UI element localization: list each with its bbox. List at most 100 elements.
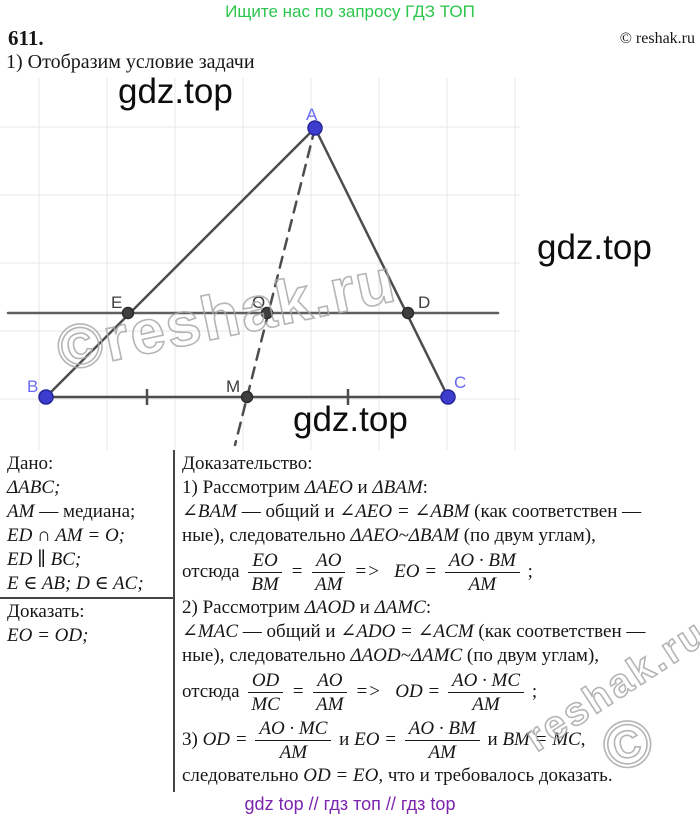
text-run: 1) Рассмотрим (182, 477, 305, 498)
point-label-C: C (454, 373, 466, 392)
math-expression: => OD = (350, 681, 445, 702)
proof-title: Доказательство: (182, 453, 313, 474)
segment-AB (44, 126, 317, 399)
math-expression: ΔAEO (304, 477, 353, 498)
text-run: ; (522, 561, 533, 582)
point-M (240, 390, 254, 404)
fraction: EO BM (247, 550, 282, 595)
fraction: AO · BM AM (444, 550, 520, 595)
point-D (401, 306, 415, 320)
proof-column: Доказательство: 1) Рассмотрим ΔAEO и ΔBA… (182, 452, 696, 788)
given-lines: ΔABC; AM — медиана; ED ∩ AM = O; ED ∥ BC; E … (7, 476, 171, 596)
triangle-figure: A B C E O D M (0, 78, 520, 450)
proof-line: отсюда EO BM = AO AM => EO = AO · BM AM ; (182, 548, 696, 596)
point-label-D: D (418, 293, 430, 312)
point-B (38, 389, 54, 405)
point-label-A: A (306, 105, 318, 124)
math-expression: ED ∩ AM = O; (7, 525, 126, 546)
fraction: AO · MC AM (255, 718, 332, 763)
math-expression: AM (7, 501, 35, 522)
text-run: : (425, 597, 432, 618)
math-expression: ΔAMC (374, 597, 426, 618)
segment-AC (313, 126, 450, 399)
text-run: (по двум углам), (458, 525, 596, 546)
proof-lines: 1) Рассмотрим ΔAEO и ΔBAM: ∠BAM — общий и… (182, 476, 696, 788)
text-run: 2) Рассмотрим (182, 597, 305, 618)
point-C (440, 389, 456, 405)
text-run: — общий и (236, 501, 340, 522)
math-expression: => EO = (349, 561, 442, 582)
proof-line: 3) OD = AO · MC AM и EO = AO · BM AM и BM … (182, 716, 696, 764)
math-expression: OD = EO (303, 765, 379, 786)
gdz-top-watermark: gdz.top (118, 72, 233, 111)
proof-line: отсюда OD MC = AO AM => OD = AO · MC AM ; (182, 668, 696, 716)
proof-line: 2) Рассмотрим ΔAOD и ΔAMC: (182, 596, 696, 620)
math-expression: = (286, 681, 310, 702)
text-run: следовательно (182, 765, 304, 786)
proof-line: ные), следовательно ΔAOD~ΔAMC (по двум у… (182, 644, 696, 668)
point-label-O: O (252, 293, 265, 312)
column-divider (173, 450, 175, 792)
step-heading: 1) Отобразим условие задачи (6, 51, 255, 73)
text-run: , (580, 729, 586, 750)
prove-line: EO = OD; (7, 624, 171, 648)
text-run: ; (527, 681, 538, 702)
math-expression: EO = OD; (7, 625, 89, 646)
text-run: (по двум углам), (462, 645, 600, 666)
given-column: Дано: ΔABC; AM — медиана; ED ∩ AM = O; ED ∥… (0, 452, 173, 672)
fraction: AO AM (312, 670, 347, 715)
text-run: ные), следовательно (182, 645, 351, 666)
proof-line: 1) Рассмотрим ΔAEO и ΔBAM: (182, 476, 696, 500)
text-run: и (334, 729, 355, 750)
proof-line: ные), следовательно ΔAEO~ΔBAM (по двум у… (182, 524, 696, 548)
math-expression: EO = (354, 729, 402, 750)
prove-title: Доказать: (7, 601, 85, 622)
math-expression: ΔAOD (304, 597, 355, 618)
math-expression: ∠MAC (182, 621, 239, 642)
text-run: — общий и (238, 621, 341, 642)
proof-line: следовательно OD = EO, что и требовалось… (182, 764, 696, 788)
text-run: — медиана; (34, 501, 136, 522)
footer-links: gdz top // гдз топ // гдз top (244, 794, 456, 814)
point-label-E: E (111, 293, 122, 312)
text-run: (как соответствен — (469, 501, 642, 522)
text-run: (как соответствен — (473, 621, 646, 642)
prove-lines: EO = OD; (7, 624, 171, 648)
given-separator (0, 597, 173, 599)
text-run: и (354, 597, 375, 618)
math-expression: ΔBAM (372, 477, 423, 498)
math-expression: ΔAEO~ΔBAM (350, 525, 459, 546)
given-line: ED ∥ BC; (7, 548, 171, 572)
gdz-top-watermark: gdz.top (537, 228, 652, 267)
fraction: OD MC (247, 670, 284, 715)
text-run: отсюда (182, 681, 245, 702)
text-run: и (482, 729, 503, 750)
math-expression: E ∈ AB; D ∈ AC; (7, 573, 144, 594)
math-expression: ∠BAM (182, 501, 237, 522)
point-label-M: M (226, 377, 240, 396)
site-copyright: © reshak.ru (619, 30, 695, 47)
solution-section: Дано: ΔABC; AM — медиана; ED ∩ AM = O; ED ∥… (0, 450, 700, 795)
proof-line: ∠MAC — общий и ∠ADO = ∠ACM (как соответс… (182, 620, 696, 644)
point-A (307, 120, 323, 136)
given-line: AM — медиана; (7, 500, 171, 524)
text-run: и (352, 477, 373, 498)
text-run: , что и требовалось доказать. (378, 765, 613, 786)
math-expression: = (285, 561, 309, 582)
text-run: 3) (182, 729, 203, 750)
point-label-B: B (27, 377, 38, 396)
point-O (260, 306, 274, 320)
text-run: : (422, 477, 428, 498)
math-expression: ED ∥ BC; (7, 549, 82, 570)
given-line: E ∈ AB; D ∈ AC; (7, 572, 171, 596)
proof-line: ∠BAM — общий и ∠AEO = ∠ABM (как соответс… (182, 500, 696, 524)
fraction: AO · BM AM (404, 718, 480, 763)
math-expression: BM = MC (502, 729, 581, 750)
math-expression: ΔAOD~ΔAMC (350, 645, 463, 666)
text-run: ные), следовательно (182, 525, 351, 546)
fraction: AO · MC AM (447, 670, 525, 715)
gdz-top-watermark: gdz.top (293, 400, 408, 439)
math-expression: ∠AEO = ∠ABM (339, 501, 470, 522)
